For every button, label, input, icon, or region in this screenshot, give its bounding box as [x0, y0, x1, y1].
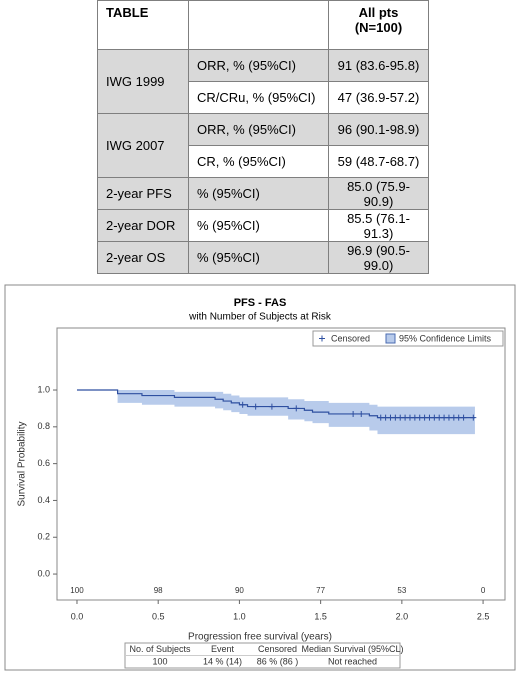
- col-head-line: All pts: [358, 5, 399, 20]
- summary-header: Median Survival (95%CL): [301, 644, 403, 654]
- legend-band-swatch: [385, 333, 396, 344]
- value: 96 (90.1-98.9): [328, 113, 429, 146]
- censor-mark: [460, 414, 467, 421]
- y-axis-label: Survival Probability: [17, 421, 28, 506]
- x-tick-label: 1.0: [233, 611, 246, 621]
- legend-censor-symbol: [319, 335, 325, 342]
- summary-value: 14 % (14): [203, 656, 242, 666]
- group-label: 2-year DOR: [97, 209, 189, 242]
- results-table: TABLE All pts (N=100) IWG 1999 ORR, % (95%CI…: [97, 0, 429, 274]
- at-risk-count: 90: [235, 586, 244, 595]
- censor-mark: [470, 414, 477, 421]
- measure: % (95%CI): [188, 241, 329, 274]
- table-title: TABLE: [97, 0, 189, 50]
- at-risk-count: 98: [154, 586, 163, 595]
- x-tick-label: 0.0: [71, 611, 84, 621]
- censor-mark: [239, 401, 246, 408]
- col-head-line: (N=100): [354, 20, 403, 35]
- y-tick-label: 1.0: [37, 384, 50, 394]
- censor-mark: [293, 405, 300, 412]
- y-tick-label: 0.6: [37, 458, 50, 468]
- summary-header: Censored: [258, 644, 297, 654]
- summary-value: Not reached: [328, 656, 377, 666]
- chart-title: PFS - FAS: [234, 297, 287, 309]
- at-risk-count: 0: [481, 586, 486, 595]
- legend-box: [312, 330, 504, 347]
- plot-frame: [56, 327, 506, 601]
- chart-frame: [4, 284, 516, 671]
- value: 47 (36.9-57.2): [328, 81, 429, 114]
- measure: ORR, % (95%CI): [188, 49, 329, 82]
- censor-mark: [358, 410, 365, 417]
- confidence-band: [76, 390, 475, 435]
- x-tick-label: 0.5: [152, 611, 165, 621]
- legend-label: Censored: [331, 333, 370, 343]
- value: 91 (83.6-95.8): [328, 49, 429, 82]
- value: 85.5 (76.1-91.3): [328, 209, 429, 242]
- summary-value: 86 % (86 ): [257, 656, 299, 666]
- value: 96.9 (90.5-99.0): [328, 241, 429, 274]
- legend-label: 95% Confidence Limits: [399, 333, 492, 343]
- header-blank: [188, 0, 329, 50]
- y-tick-label: 0.4: [37, 495, 50, 505]
- censor-mark: [252, 403, 259, 410]
- x-tick-label: 1.5: [314, 611, 327, 621]
- at-risk-count: 53: [397, 586, 406, 595]
- x-tick-label: 2.5: [477, 611, 490, 621]
- group-label: 2-year OS: [97, 241, 189, 274]
- measure: ORR, % (95%CI): [188, 113, 329, 146]
- summary-header: Event: [211, 644, 235, 654]
- group-label: IWG 2007: [97, 113, 189, 178]
- summary-header: No. of Subjects: [129, 644, 191, 654]
- value: 59 (48.7-68.7): [328, 145, 429, 178]
- x-axis-label: Progression free survival (years): [188, 632, 332, 643]
- summary-value: 100: [152, 656, 167, 666]
- censor-mark: [268, 403, 275, 410]
- censor-mark: [350, 410, 357, 417]
- value: 85.0 (75.9-90.9): [328, 177, 429, 210]
- x-tick-label: 2.0: [396, 611, 409, 621]
- y-tick-label: 0.0: [37, 568, 50, 578]
- group-label: 2-year PFS: [97, 177, 189, 210]
- y-tick-label: 0.2: [37, 532, 50, 542]
- chart-subtitle: with Number of Subjects at Risk: [188, 312, 332, 323]
- at-risk-count: 77: [316, 586, 325, 595]
- y-tick-label: 0.8: [37, 421, 50, 431]
- measure: CR, % (95%CI): [188, 145, 329, 178]
- legend: Censored 95% Confidence Limits: [312, 330, 504, 347]
- at-risk-count: 100: [70, 586, 84, 595]
